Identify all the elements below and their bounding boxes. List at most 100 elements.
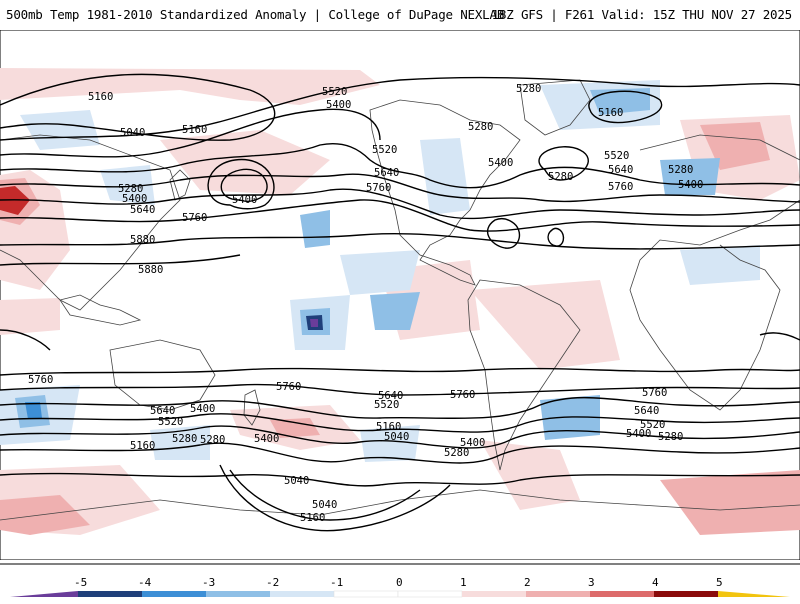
contour-label: 5640 (608, 164, 633, 176)
colorbar-tick-label: -5 (74, 576, 87, 589)
contour-label: 5280 (548, 171, 573, 183)
contour-label: 5760 (450, 389, 475, 401)
contour-label: 5760 (366, 182, 391, 194)
contour-label: 5160 (130, 440, 155, 452)
contour-label: 5160 (598, 107, 623, 119)
colorbar-tick-label: 2 (524, 576, 531, 589)
contour-label: 5760 (642, 387, 667, 399)
coastlines (0, 79, 800, 521)
anomaly-region (660, 158, 720, 195)
header: 500mb Temp 1981-2010 Standardized Anomal… (0, 0, 800, 30)
contour-label: 5400 (232, 194, 257, 206)
contour-line (0, 143, 800, 189)
anomaly-region (370, 292, 420, 330)
contour-label: 5520 (158, 416, 183, 428)
contour-line (0, 472, 800, 487)
contour-line (0, 413, 800, 433)
contour-label: 5760 (276, 381, 301, 393)
contour-label: 5040 (120, 127, 145, 139)
contour-line (0, 396, 800, 420)
contour-label: 5520 (374, 399, 399, 411)
contour-label: 5640 (378, 390, 403, 402)
colorbar-svg: -5 -4 -3 -2 -1 0 1 2 3 4 5 (0, 563, 800, 598)
coastline (169, 169, 191, 201)
anomaly-region (480, 440, 580, 510)
colorbar-tick-label: 4 (652, 576, 659, 589)
contour-line (0, 329, 51, 351)
contour-label: 5160 (182, 124, 207, 136)
contour-line (486, 217, 521, 249)
colorbar-tick-label: -1 (330, 576, 343, 589)
anomaly-region (660, 470, 800, 535)
contour-line (0, 367, 800, 376)
contour-line (0, 73, 276, 141)
contour-label: 5640 (634, 405, 659, 417)
colorbar-segment (270, 591, 334, 597)
colorbar-end-right (718, 591, 790, 597)
colorbar-tick-label: 0 (396, 576, 403, 589)
contour-label: 5400 (488, 157, 513, 169)
anomaly-region (360, 425, 420, 462)
colorbar-segment (526, 591, 590, 597)
coastline (0, 489, 800, 521)
contour-line (219, 464, 451, 532)
contour-label: 5400 (460, 437, 485, 449)
coastline (243, 389, 261, 426)
contour-line (229, 469, 421, 521)
anomaly-region (420, 138, 470, 215)
contour-label: 5520 (322, 86, 347, 98)
coastline (369, 99, 521, 286)
anomaly-region (470, 280, 620, 370)
colorbar-tick-label: -2 (266, 576, 279, 589)
anomaly-region (0, 298, 60, 335)
contour-line (0, 232, 800, 250)
map-svg: 5160 5040 5160 5520 5400 5280 5160 5280 … (0, 30, 800, 560)
anomaly-region (310, 319, 318, 327)
colorbar-tick-label: 1 (460, 576, 467, 589)
contour-label: 5280 (658, 431, 683, 443)
anomaly-region (150, 425, 210, 460)
contour-label: 5400 (678, 179, 703, 191)
contour-label: 5040 (312, 499, 337, 511)
anomaly-region (0, 495, 90, 535)
colorbar-end-left (10, 591, 78, 597)
contour-line (547, 227, 565, 247)
contour-label: 5880 (130, 234, 155, 246)
contour-label: 5040 (384, 431, 409, 443)
contour-label: 5640 (130, 204, 155, 216)
colorbar-segment (590, 591, 654, 597)
anomaly-region (340, 250, 420, 295)
contour-line (0, 442, 800, 464)
anomaly-shading (0, 68, 800, 535)
anomaly-region (590, 88, 650, 115)
contour-line (538, 146, 589, 181)
contour-label: 5160 (300, 512, 325, 524)
anomaly-region (160, 130, 330, 195)
contour-line (588, 90, 663, 124)
coastline (629, 134, 800, 411)
contour-line (207, 158, 275, 210)
contour-label: 5280 (516, 83, 541, 95)
contour-label: 5640 (374, 167, 399, 179)
contour-label: 5280 (444, 447, 469, 459)
anomaly-region (20, 110, 100, 150)
contour-line (0, 425, 800, 449)
contour-line (0, 188, 800, 220)
contour-label: 5400 (626, 428, 651, 440)
contour-label: 5520 (604, 150, 629, 162)
contour-line (220, 168, 268, 203)
run-info: 18Z GFS | F261 Valid: 15Z THU NOV 27 202… (491, 7, 793, 22)
contour-label: 5400 (190, 403, 215, 415)
contour-line (0, 254, 241, 266)
contour-label: 5760 (28, 374, 53, 386)
contour-line (0, 108, 381, 158)
contour-label: 5280 (468, 121, 493, 133)
contour-label: 5280 (668, 164, 693, 176)
contour-line (0, 383, 800, 396)
colorbar-segment (142, 591, 206, 597)
colorbar: -5 -4 -3 -2 -1 0 1 2 3 4 5 (0, 560, 800, 600)
colorbar-segment (462, 591, 526, 597)
contour-line (759, 332, 800, 341)
colorbar-segment (333, 590, 399, 598)
contour-label: 5280 (118, 183, 143, 195)
